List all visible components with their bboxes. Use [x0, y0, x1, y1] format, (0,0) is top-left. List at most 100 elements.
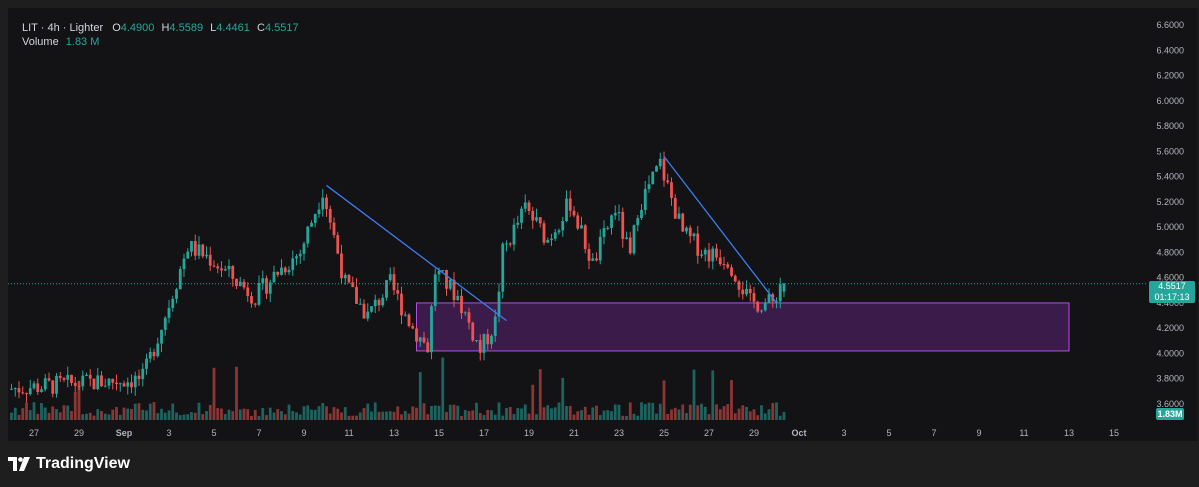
- trendline: [663, 155, 778, 304]
- candle-body: [643, 188, 647, 210]
- volume-bar: [531, 384, 535, 420]
- volume-bar: [737, 408, 741, 420]
- candle-body: [610, 215, 613, 228]
- close-value: 4.5517: [264, 22, 299, 34]
- candle-body: [118, 383, 122, 385]
- time-axis-label: 27: [704, 428, 714, 438]
- candle-body: [568, 198, 572, 211]
- volume-bar: [265, 415, 268, 420]
- volume-bar: [715, 404, 718, 420]
- volume-bar: [677, 409, 681, 420]
- time-axis-label: 9: [301, 428, 306, 438]
- volume-bar: [231, 411, 235, 420]
- candle-body: [32, 383, 36, 389]
- volume-bar: [467, 411, 471, 420]
- candle-body: [321, 197, 325, 210]
- volume-bar: [118, 414, 122, 420]
- candle-body: [711, 248, 715, 262]
- volume-bar: [343, 407, 347, 420]
- candle-body: [478, 340, 482, 353]
- volume-bar: [43, 407, 47, 420]
- candle-body: [355, 287, 358, 304]
- volume-bar: [602, 410, 606, 420]
- volume-bar: [535, 414, 538, 420]
- time-axis-label: 29: [749, 428, 759, 438]
- volume-bar: [313, 409, 317, 420]
- ohlc-legend: LIT · 4h · Lighter O4.4900 H4.5589 L4.44…: [22, 21, 299, 49]
- candle-body: [201, 244, 205, 257]
- volume-bar: [242, 408, 246, 420]
- volume-bar: [775, 402, 778, 420]
- volume-bar: [471, 410, 475, 420]
- candle-body: [317, 209, 321, 214]
- candle-body: [557, 230, 561, 233]
- volume-bar: [10, 412, 13, 420]
- candle-body: [730, 267, 733, 276]
- volume-bar: [501, 415, 505, 420]
- volume-bar: [550, 408, 553, 420]
- volume-bar: [598, 415, 602, 420]
- candle-body: [268, 282, 272, 294]
- volume-bar: [662, 380, 666, 420]
- candle-body: [647, 184, 651, 189]
- volume-bar: [726, 404, 730, 420]
- candle-body: [782, 283, 786, 292]
- time-axis-label: 9: [976, 428, 981, 438]
- candle-body: [677, 213, 681, 219]
- volume-bar: [576, 411, 580, 420]
- price-chart[interactable]: 6.6000 6.4000 6.2000 6.0000 5.8000 5.6000 5.40…: [8, 8, 1198, 441]
- price-axis-label: 5.2000: [1156, 197, 1184, 207]
- volume-bar: [220, 408, 223, 420]
- volume-bar: [257, 415, 261, 420]
- volume-bar: [381, 411, 385, 420]
- volume-bar: [223, 414, 227, 420]
- volume-bar: [722, 406, 726, 420]
- volume-bar: [763, 413, 767, 420]
- high-label: H: [161, 22, 170, 34]
- candle-body: [531, 210, 535, 221]
- volume-bar: [178, 415, 182, 420]
- volume-bar: [325, 406, 328, 420]
- candle-body: [565, 198, 568, 222]
- volume-bar: [621, 415, 625, 420]
- candle-body: [190, 241, 193, 252]
- price-axis-label: 4.8000: [1156, 247, 1184, 257]
- volume-bar: [328, 413, 332, 420]
- candle-body: [587, 249, 591, 261]
- candle-body: [463, 312, 467, 314]
- volume-bar: [96, 409, 100, 420]
- candle-body: [486, 334, 490, 345]
- volume-bar: [666, 413, 670, 420]
- candle-body: [336, 235, 340, 254]
- candle-body: [81, 375, 85, 387]
- candle-body: [715, 248, 718, 258]
- volume-bar: [55, 409, 58, 420]
- volume-bar: [411, 406, 415, 420]
- time-axis-label: 5: [886, 428, 891, 438]
- candle-body: [422, 337, 426, 343]
- volume-bar: [430, 406, 433, 420]
- time-axis-label: Sep: [116, 428, 133, 438]
- volume-bar: [295, 412, 298, 420]
- symbol-label[interactable]: LIT · 4h · Lighter: [22, 22, 104, 34]
- volume-bar: [490, 410, 493, 420]
- volume-bar: [287, 404, 291, 420]
- candle-body: [160, 329, 163, 344]
- volume-bar: [400, 414, 403, 420]
- candle-body: [280, 267, 283, 275]
- chart-panel[interactable]: 6.6000 6.4000 6.2000 6.0000 5.8000 5.6000 5.40…: [8, 8, 1198, 441]
- low-label: L: [210, 22, 217, 34]
- tradingview-logo[interactable]: TradingView: [8, 455, 130, 473]
- time-axis-label: 5: [211, 428, 216, 438]
- volume-bar: [21, 408, 25, 420]
- candle-body: [145, 358, 148, 369]
- volume-bar: [561, 377, 565, 420]
- volume-bar: [703, 406, 707, 420]
- candle-body: [493, 316, 497, 336]
- candle-body: [366, 311, 370, 319]
- ohlc-row: LIT · 4h · Lighter O4.4900 H4.5589 L4.44…: [22, 21, 299, 35]
- time-axis-label: 23: [614, 428, 624, 438]
- candle-body: [381, 297, 385, 306]
- close-label: C: [256, 22, 265, 34]
- volume-bar: [216, 408, 220, 420]
